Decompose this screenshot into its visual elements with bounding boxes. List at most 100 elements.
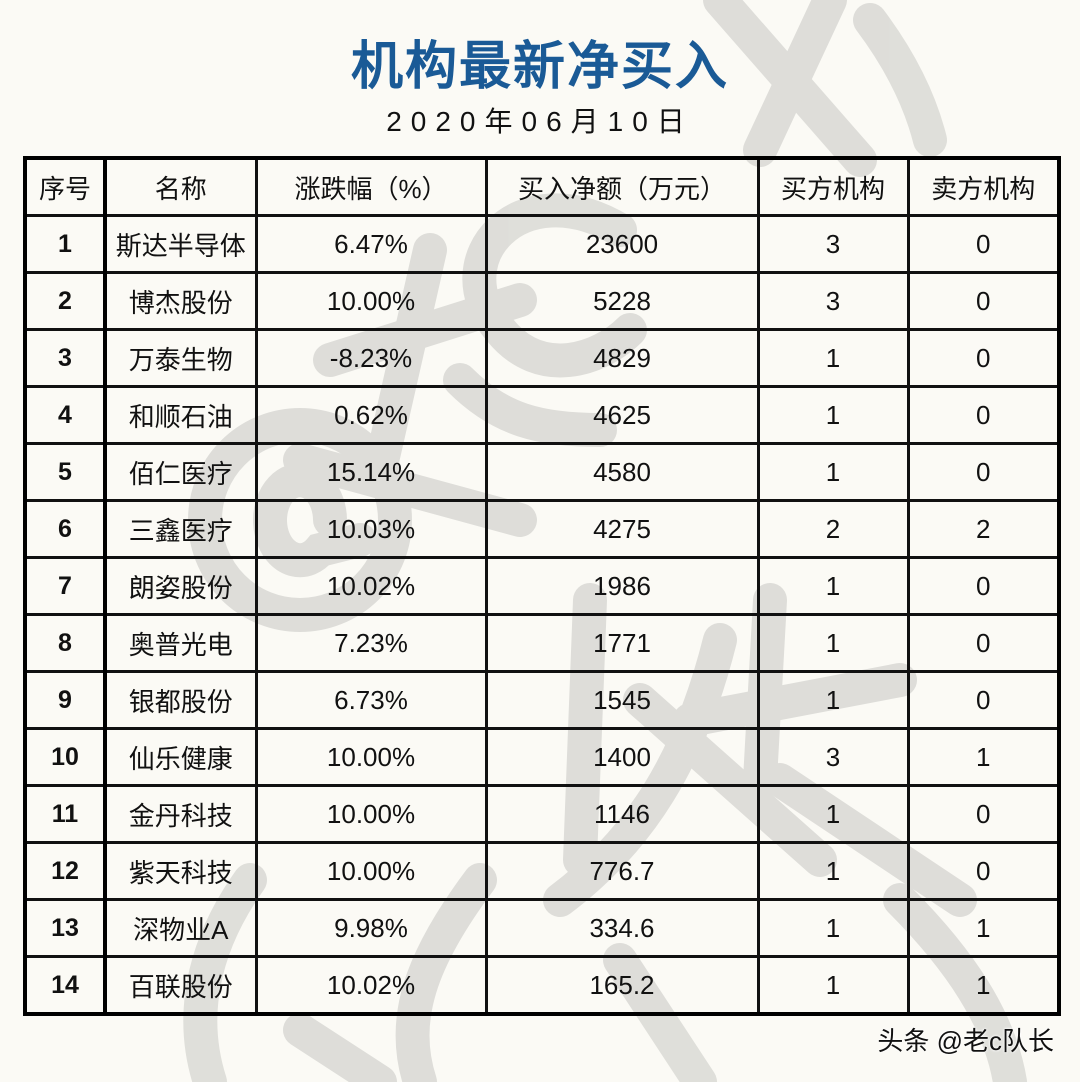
table-row: 5 佰仁医疗 15.14% 4580 1 0 [23,442,1061,502]
buyer-count: 1 [756,613,910,673]
row-index: 12 [23,841,107,901]
column-header-net-buy: 买入净额（万元） [484,156,760,217]
stock-name: 三鑫医疗 [103,499,258,559]
price-change: 9.98% [254,898,488,958]
price-change: 10.02% [254,955,488,1016]
buyer-count: 1 [756,442,910,502]
buyer-count: 1 [756,328,910,388]
price-change: 10.00% [254,271,488,331]
buyer-count: 2 [756,499,910,559]
column-header-sellers: 卖方机构 [906,156,1061,217]
stock-name: 斯达半导体 [103,214,258,274]
net-buy-amount: 165.2 [484,955,760,1016]
table-row: 12 紫天科技 10.00% 776.7 1 0 [23,841,1061,901]
seller-count: 0 [906,556,1061,616]
price-change: 10.00% [254,784,488,844]
row-index: 14 [23,955,107,1016]
seller-count: 0 [906,670,1061,730]
stock-name: 紫天科技 [103,841,258,901]
table-row: 6 三鑫医疗 10.03% 4275 2 2 [23,499,1061,559]
stock-name: 博杰股份 [103,271,258,331]
table-row: 10 仙乐健康 10.00% 1400 3 1 [23,727,1061,787]
stock-name: 和顺石油 [103,385,258,445]
row-index: 5 [23,442,107,502]
stock-name: 银都股份 [103,670,258,730]
table-row: 7 朗姿股份 10.02% 1986 1 0 [23,556,1061,616]
seller-count: 0 [906,385,1061,445]
stock-name: 百联股份 [103,955,258,1016]
seller-count: 0 [906,328,1061,388]
table-row: 14 百联股份 10.02% 165.2 1 1 [23,955,1061,1016]
table-row: 13 深物业A 9.98% 334.6 1 1 [23,898,1061,958]
table-row: 11 金丹科技 10.00% 1146 1 0 [23,784,1061,844]
net-buy-amount: 4580 [484,442,760,502]
net-buy-amount: 776.7 [484,841,760,901]
net-buy-amount: 23600 [484,214,760,274]
price-change: 10.03% [254,499,488,559]
row-index: 3 [23,328,107,388]
row-index: 7 [23,556,107,616]
stock-name: 深物业A [103,898,258,958]
row-index: 11 [23,784,107,844]
source-credit: 头条 @老c队长 [877,1026,1054,1056]
table-row: 1 斯达半导体 6.47% 23600 3 0 [23,214,1061,274]
price-change: 10.00% [254,727,488,787]
table-row: 4 和顺石油 0.62% 4625 1 0 [23,385,1061,445]
table-row: 3 万泰生物 -8.23% 4829 1 0 [23,328,1061,388]
row-index: 6 [23,499,107,559]
table-row: 8 奥普光电 7.23% 1771 1 0 [23,613,1061,673]
stock-name: 朗姿股份 [103,556,258,616]
price-change: 6.47% [254,214,488,274]
buyer-count: 3 [756,214,910,274]
buyer-count: 1 [756,784,910,844]
row-index: 4 [23,385,107,445]
seller-count: 0 [906,784,1061,844]
buyer-count: 1 [756,670,910,730]
net-buy-amount: 4625 [484,385,760,445]
seller-count: 0 [906,214,1061,274]
table-header-row: 序号 名称 涨跌幅（%） 买入净额（万元） 买方机构 卖方机构 [23,156,1061,217]
seller-count: 0 [906,841,1061,901]
net-buy-amount: 1400 [484,727,760,787]
net-buy-amount: 1545 [484,670,760,730]
buyer-count: 1 [756,955,910,1016]
price-change: 10.00% [254,841,488,901]
net-buy-amount: 1146 [484,784,760,844]
stock-name: 佰仁医疗 [103,442,258,502]
price-change: 0.62% [254,385,488,445]
seller-count: 1 [906,727,1061,787]
column-header-index: 序号 [23,156,107,217]
page-title: 机构最新净买入 [350,38,729,96]
seller-count: 2 [906,499,1061,559]
buyer-count: 1 [756,898,910,958]
column-header-buyers: 买方机构 [756,156,910,217]
net-buy-amount: 5228 [484,271,760,331]
buyer-count: 3 [756,727,910,787]
row-index: 8 [23,613,107,673]
stock-name: 万泰生物 [103,328,258,388]
seller-count: 0 [906,271,1061,331]
table-row: 2 博杰股份 10.00% 5228 3 0 [23,271,1061,331]
row-index: 10 [23,727,107,787]
seller-count: 0 [906,442,1061,502]
column-header-name: 名称 [103,156,258,217]
row-index: 9 [23,670,107,730]
price-change: -8.23% [254,328,488,388]
net-buy-amount: 334.6 [484,898,760,958]
price-change: 7.23% [254,613,488,673]
price-change: 10.02% [254,556,488,616]
column-header-change: 涨跌幅（%） [254,156,488,217]
table-row: 9 银都股份 6.73% 1545 1 0 [23,670,1061,730]
seller-count: 1 [906,898,1061,958]
institution-net-buy-table: 序号 名称 涨跌幅（%） 买入净额（万元） 买方机构 卖方机构 1 斯达半导体 … [23,156,1061,1016]
row-index: 2 [23,271,107,331]
price-change: 15.14% [254,442,488,502]
price-change: 6.73% [254,670,488,730]
seller-count: 1 [906,955,1061,1016]
buyer-count: 3 [756,271,910,331]
row-index: 13 [23,898,107,958]
stock-name: 仙乐健康 [103,727,258,787]
buyer-count: 1 [756,841,910,901]
stock-name: 金丹科技 [103,784,258,844]
seller-count: 0 [906,613,1061,673]
